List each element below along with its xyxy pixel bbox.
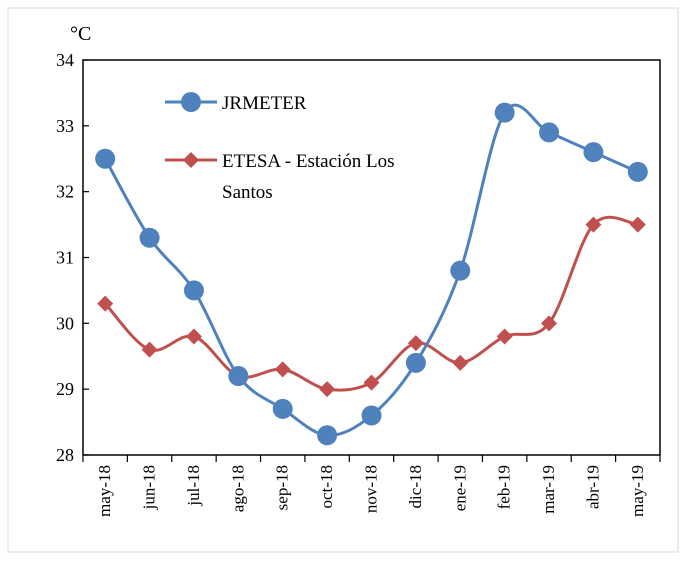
x-tick-label: may-18 [95, 465, 114, 517]
data-point-circle [494, 102, 515, 123]
data-point-circle [95, 148, 116, 169]
data-point-circle [183, 280, 204, 301]
x-tick-label: jul-18 [184, 465, 203, 507]
data-point-diamond [97, 295, 114, 312]
chart-frame [7, 7, 679, 553]
data-point-diamond [585, 216, 602, 233]
x-tick-label: dic-18 [406, 465, 425, 508]
y-tick-label: 31 [56, 248, 74, 268]
x-tick-label: nov-18 [362, 465, 381, 513]
data-point-diamond [141, 341, 158, 358]
y-unit-label: °C [70, 23, 91, 45]
x-tick-label: ene-19 [450, 465, 469, 511]
x-tick-label: feb-19 [495, 465, 514, 509]
legend: JRMETER ETESA - Estación Los Santos [165, 92, 395, 203]
x-tick-label: ago-18 [228, 465, 247, 512]
data-point-circle [627, 161, 648, 182]
data-point-circle [361, 405, 382, 426]
x-tick-label: abr-19 [583, 465, 602, 509]
x-tick-label: oct-18 [317, 465, 336, 508]
x-axis: may-18 jun-18 jul-18 ago-18 sep-18 oct-18 nov-… [82, 455, 661, 517]
legend-label: ETESA - Estación Los Santos [222, 151, 395, 203]
y-tick-label: 29 [56, 379, 74, 399]
series-jrmeter [95, 102, 648, 446]
legend-marker [183, 152, 199, 168]
y-tick-label: 28 [56, 445, 74, 465]
data-point-circle [317, 425, 338, 446]
x-tick-label: sep-18 [273, 465, 292, 510]
data-point-circle [405, 352, 426, 373]
data-point-circle [583, 142, 604, 163]
x-tick-label: may-19 [628, 465, 647, 517]
data-point-circle [228, 366, 249, 386]
legend-item-etesa: ETESA - Estación Los Santos [165, 151, 395, 203]
y-axis: 28 29 30 31 32 33 34 [56, 50, 89, 465]
series-layer [95, 102, 648, 446]
data-point-diamond [363, 374, 380, 391]
x-tick-label: mar-19 [539, 465, 558, 514]
data-point-diamond [541, 315, 558, 332]
y-tick-label: 33 [56, 116, 74, 136]
legend-marker [181, 92, 201, 112]
data-point-diamond [496, 328, 513, 345]
series-etesa [97, 215, 646, 398]
data-point-diamond [407, 335, 424, 352]
data-point-diamond [452, 354, 469, 371]
data-point-circle [272, 398, 293, 419]
data-point-circle [139, 227, 160, 248]
legend-item-jrmeter: JRMETER [165, 92, 307, 114]
data-point-diamond [319, 381, 336, 398]
data-point-diamond [629, 216, 646, 233]
y-tick-label: 32 [56, 182, 74, 202]
data-point-diamond [274, 361, 291, 378]
data-point-circle [539, 122, 560, 143]
y-tick-label: 34 [56, 50, 74, 70]
x-tick-label: jun-18 [140, 465, 159, 510]
data-point-diamond [185, 328, 202, 345]
legend-label: JRMETER [222, 93, 307, 114]
y-tick-label: 30 [56, 313, 74, 333]
data-point-circle [450, 260, 471, 281]
